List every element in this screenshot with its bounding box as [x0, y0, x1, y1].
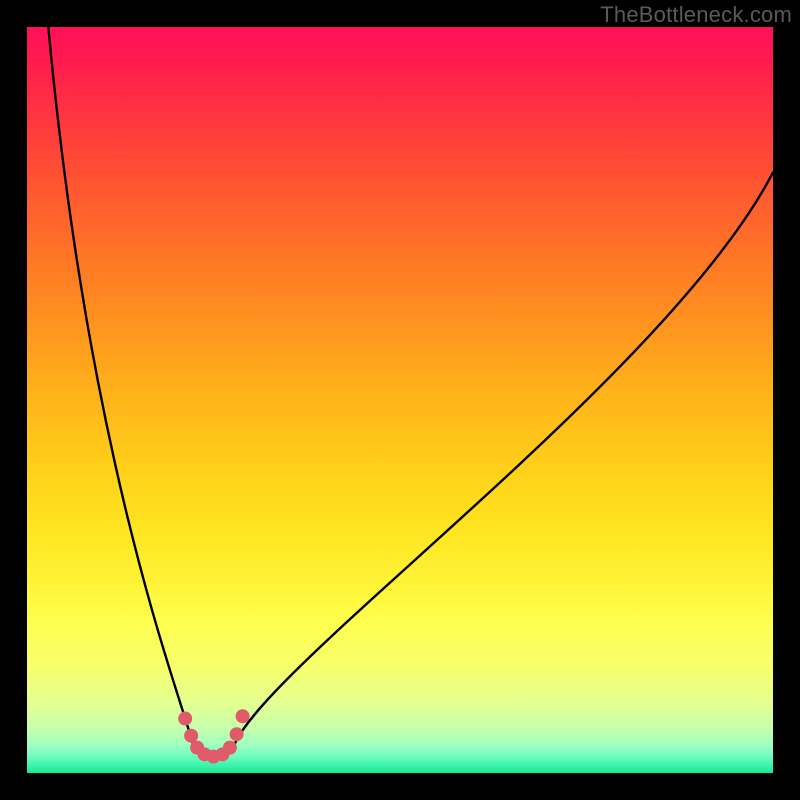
data-marker: [178, 712, 192, 726]
data-marker: [184, 729, 198, 743]
chart-svg: [27, 27, 773, 773]
gradient-background: [27, 27, 773, 773]
data-marker: [223, 741, 237, 755]
plot-area: [27, 27, 773, 773]
data-marker: [236, 709, 250, 723]
data-marker: [230, 727, 244, 741]
watermark-text: TheBottleneck.com: [600, 2, 792, 28]
chart-frame: TheBottleneck.com: [0, 0, 800, 800]
